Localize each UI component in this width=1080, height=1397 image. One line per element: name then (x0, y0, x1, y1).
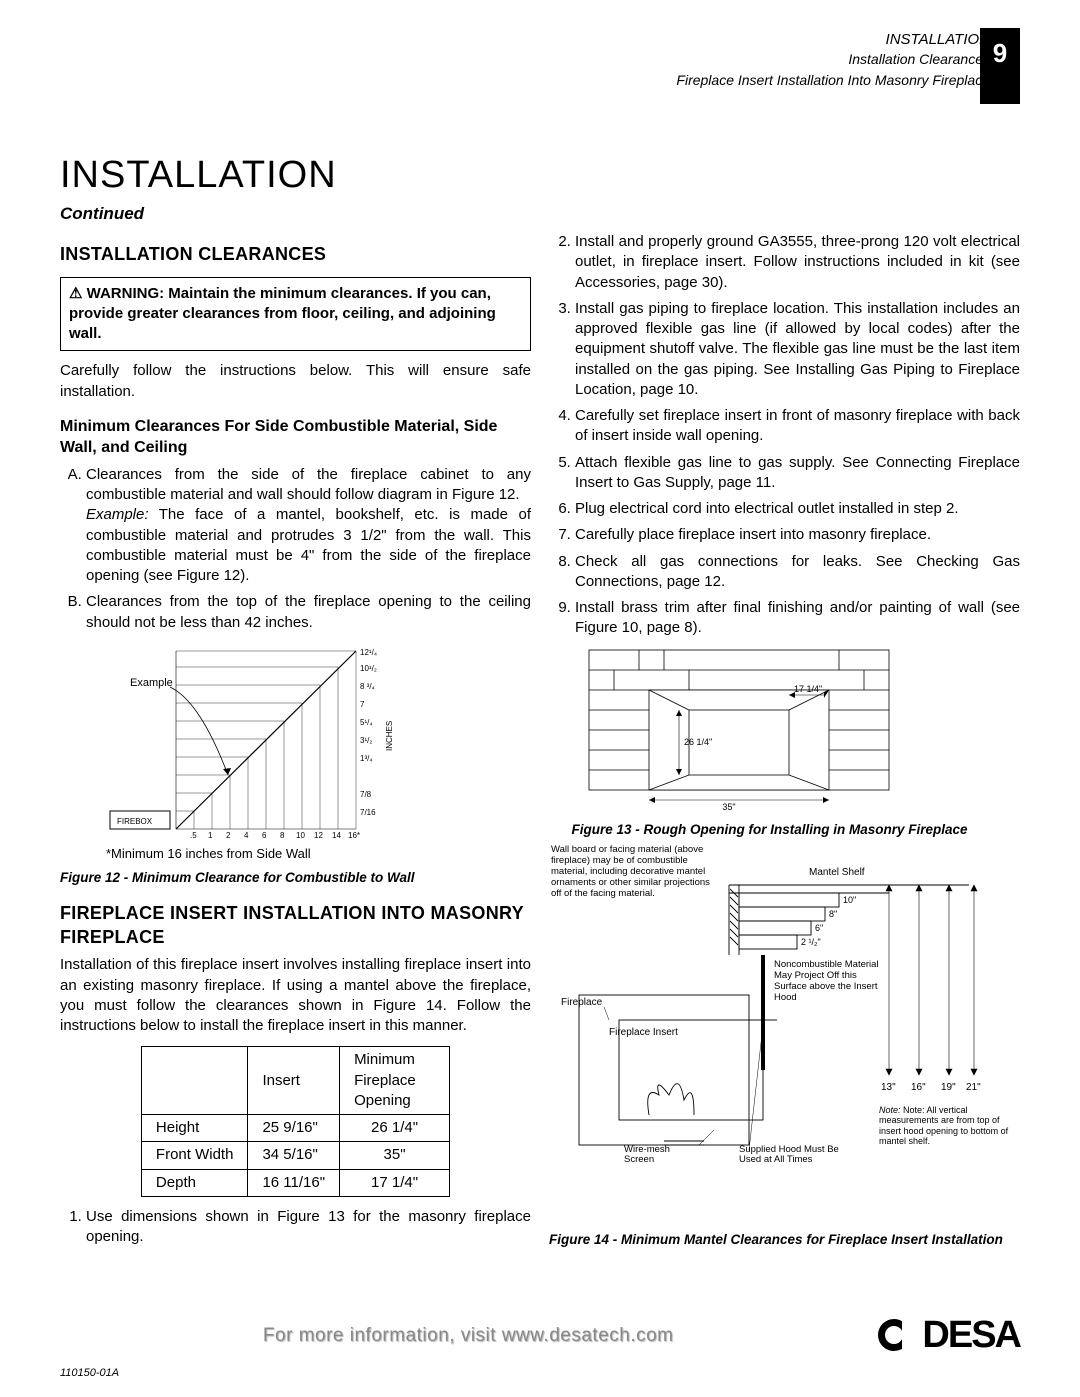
svg-text:4: 4 (244, 831, 249, 840)
th-insert: Insert (248, 1047, 340, 1115)
numbered-item-8: Check all gas connections for leaks. See… (575, 552, 1020, 593)
fig12-note: *Minimum 16 inches from Side Wall (106, 845, 531, 863)
svg-text:8: 8 (280, 831, 285, 840)
svg-text:Fireplace: Fireplace (561, 997, 603, 1008)
svg-text:2: 2 (226, 831, 231, 840)
svg-text:8": 8" (829, 909, 837, 919)
svg-text:Fireplace Insert: Fireplace Insert (609, 1027, 678, 1038)
numbered-item-5: Attach flexible gas line to gas supply. … (575, 453, 1020, 494)
svg-text:3¹/₂: 3¹/₂ (360, 736, 372, 745)
svg-text:16*: 16* (348, 831, 360, 840)
svg-text:8 ³/₄: 8 ³/₄ (360, 682, 375, 691)
fig14-noncomb: Noncombustible Material May Project Off … (774, 960, 884, 1004)
svg-text:10¹/₂: 10¹/₂ (360, 664, 377, 673)
numbered-item-3: Install gas piping to fireplace location… (575, 299, 1020, 400)
svg-text:17 1/4": 17 1/4" (794, 684, 822, 694)
svg-text:1³/₄: 1³/₄ (360, 754, 373, 763)
fig13-caption: Figure 13 - Rough Opening for Installing… (519, 821, 1020, 839)
numbered-item-7: Carefully place fireplace insert into ma… (575, 525, 1020, 545)
svg-text:26 1/4": 26 1/4" (684, 737, 712, 747)
fig12-caption: Figure 12 - Minimum Clearance for Combus… (60, 869, 531, 887)
continued-label: Continued (60, 203, 1020, 226)
example-label: Example: (86, 506, 149, 523)
right-column: Install and properly ground GA3555, thre… (549, 232, 1020, 1253)
example-text: The face of a mantel, bookshelf, etc. is… (86, 506, 531, 584)
table-row: Front Width34 5/16"35" (141, 1142, 449, 1169)
fig12-example: Example (130, 677, 173, 689)
svg-text:Mantel Shelf: Mantel Shelf (809, 867, 865, 878)
th-opening: Minimum Fireplace Opening (340, 1047, 450, 1115)
page-header: INSTALLATION Installation Clearances Fir… (60, 30, 1020, 89)
svg-text:.5: .5 (190, 831, 197, 840)
main-content: INSTALLATION Continued INSTALLATION CLEA… (60, 150, 1020, 1297)
table-row: Depth16 11/16"17 1/4" (141, 1169, 449, 1196)
figure-12-chart: FIREBOX (100, 641, 420, 841)
header-crumb-2: Installation Clearances (848, 50, 990, 69)
sub-min-clearances: Minimum Clearances For Side Combustible … (60, 416, 531, 459)
page-title: INSTALLATION (60, 150, 1020, 201)
para-insert: Installation of this fireplace insert in… (60, 955, 531, 1036)
svg-text:16": 16" (911, 1082, 926, 1093)
figure-13-diagram: 17 1/4" 26 1/4" 35" (549, 645, 979, 815)
warning-text: WARNING: Maintain the minimum clearances… (69, 285, 496, 343)
fig14-wire: Wire-mesh Screen (624, 1145, 694, 1166)
fig14-caption: Figure 14 - Minimum Mantel Clearances fo… (549, 1231, 1020, 1249)
svg-text:7/16: 7/16 (360, 808, 376, 817)
svg-text:5¹/₄: 5¹/₄ (360, 718, 373, 727)
table-row: Height25 9/16"26 1/4" (141, 1115, 449, 1142)
warning-box: ⚠ WARNING: Maintain the minimum clearanc… (60, 277, 531, 352)
numbered-item-1: Use dimensions shown in Figure 13 for th… (86, 1207, 531, 1248)
svg-text:12: 12 (314, 831, 323, 840)
svg-text:INCHES: INCHES (385, 721, 394, 751)
header-crumb-1: INSTALLATION (886, 30, 990, 50)
numbered-item-4: Carefully set fireplace insert in front … (575, 406, 1020, 447)
svg-text:6": 6" (815, 923, 823, 933)
numbered-item-6: Plug electrical cord into electrical out… (575, 499, 1020, 519)
numbered-item-2: Install and properly ground GA3555, thre… (575, 232, 1020, 293)
svg-text:10": 10" (843, 895, 856, 905)
left-column: INSTALLATION CLEARANCES ⚠ WARNING: Maint… (60, 232, 531, 1253)
page-footer: For more information, visit www.desatech… (60, 1310, 1020, 1361)
header-crumb-3: Fireplace Insert Installation Into Mason… (60, 71, 990, 90)
fig14-wallboard-note: Wall board or facing material (above fir… (551, 845, 721, 900)
fig14-hood: Supplied Hood Must Be Used at All Times (739, 1145, 859, 1166)
svg-text:7/8: 7/8 (360, 790, 372, 799)
svg-text:19": 19" (941, 1082, 956, 1093)
dimensions-table: Insert Minimum Fireplace Opening Height2… (141, 1046, 450, 1197)
warning-icon: ⚠ (69, 285, 82, 302)
document-number: 110150-01A (60, 1366, 119, 1381)
desa-logo: DESA (876, 1310, 1020, 1361)
para-carefully: Carefully follow the instructions below.… (60, 361, 531, 402)
section-clearances-heading: INSTALLATION CLEARANCES (60, 242, 531, 266)
numbered-item-9: Install brass trim after final finishing… (575, 598, 1020, 639)
svg-text:10: 10 (296, 831, 305, 840)
list-item-a: Clearances from the side of the fireplac… (86, 465, 531, 587)
list-item-b: Clearances from the top of the fireplace… (86, 592, 531, 633)
svg-text:6: 6 (262, 831, 267, 840)
page-number-badge: 9 (980, 28, 1020, 104)
svg-text:14: 14 (332, 831, 341, 840)
svg-text:2 ¹/₂": 2 ¹/₂" (801, 937, 821, 947)
svg-text:7: 7 (360, 700, 365, 709)
svg-text:35": 35" (722, 802, 735, 812)
fig12-firebox: FIREBOX (117, 817, 153, 826)
footer-link-text: For more information, visit www.desatech… (60, 1323, 876, 1349)
svg-text:12¹/₄: 12¹/₄ (360, 648, 377, 657)
svg-text:1: 1 (208, 831, 213, 840)
svg-text:13": 13" (881, 1082, 896, 1093)
figure-14-diagram: 13" 16" 19" 21" 10" 8" 6" 2 ¹/₂" Mantel … (549, 845, 1009, 1225)
svg-text:21": 21" (966, 1082, 981, 1093)
section-insert-heading: FIREPLACE INSERT INSTALLATION INTO MASON… (60, 901, 531, 950)
